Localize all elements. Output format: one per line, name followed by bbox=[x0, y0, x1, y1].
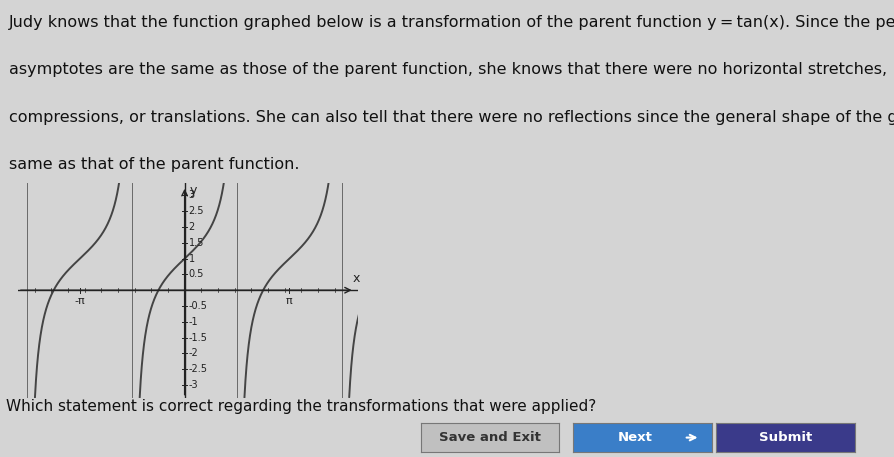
Text: Which statement is correct regarding the transformations that were applied?: Which statement is correct regarding the… bbox=[6, 399, 595, 414]
Text: same as that of the parent function.: same as that of the parent function. bbox=[9, 157, 299, 172]
Text: asymptotes are the same as those of the parent function, she knows that there we: asymptotes are the same as those of the … bbox=[9, 62, 886, 77]
Text: 1: 1 bbox=[189, 254, 195, 264]
Text: Submit: Submit bbox=[758, 431, 811, 444]
Text: Save and Exit: Save and Exit bbox=[439, 431, 540, 444]
Text: -0.5: -0.5 bbox=[189, 301, 207, 311]
Text: -2.5: -2.5 bbox=[189, 364, 207, 374]
Text: 3: 3 bbox=[189, 191, 195, 201]
Text: -3: -3 bbox=[189, 380, 198, 390]
Text: 2.5: 2.5 bbox=[189, 206, 204, 216]
Text: -1: -1 bbox=[189, 317, 198, 327]
Text: 1.5: 1.5 bbox=[189, 238, 204, 248]
Text: y: y bbox=[190, 184, 197, 197]
Text: -2: -2 bbox=[189, 348, 198, 358]
Text: Next: Next bbox=[617, 431, 652, 444]
Text: -π: -π bbox=[74, 296, 85, 306]
Text: x: x bbox=[352, 272, 359, 286]
Text: π: π bbox=[286, 296, 292, 306]
Text: 0.5: 0.5 bbox=[189, 270, 204, 279]
Text: -1.5: -1.5 bbox=[189, 333, 207, 343]
Text: 2: 2 bbox=[189, 222, 195, 232]
Text: compressions, or translations. She can also tell that there were no reflections : compressions, or translations. She can a… bbox=[9, 110, 894, 125]
Text: Judy knows that the function graphed below is a transformation of the parent fun: Judy knows that the function graphed bel… bbox=[9, 15, 894, 30]
